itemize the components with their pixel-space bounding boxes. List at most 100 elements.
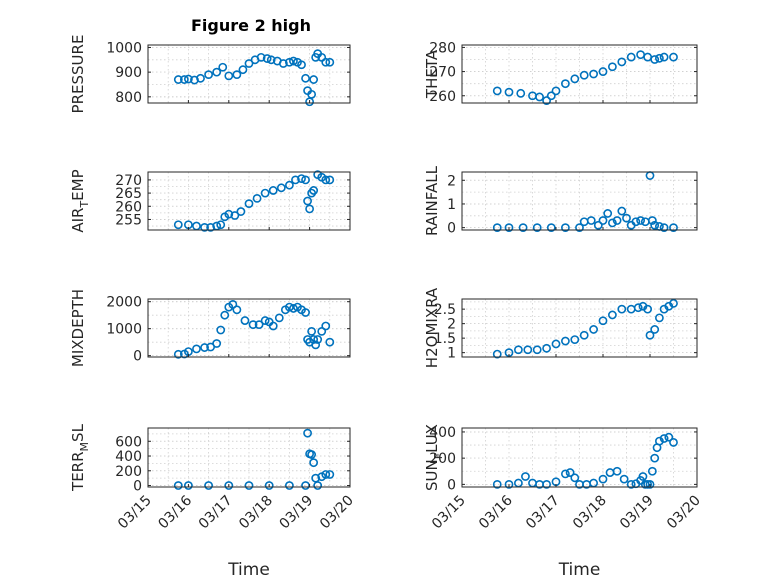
data-point bbox=[561, 336, 570, 346]
data-point bbox=[669, 438, 678, 447]
y-axis-label-part: LUX bbox=[423, 424, 441, 453]
data-point bbox=[669, 223, 678, 233]
y-tick-label: 260 bbox=[429, 89, 456, 105]
y-tick-label: 0 bbox=[447, 477, 456, 493]
data-point bbox=[204, 70, 213, 80]
data-point bbox=[317, 326, 327, 336]
x-tick-label: 03/20 bbox=[317, 493, 357, 533]
y-axis-label-part: F bbox=[432, 453, 445, 459]
subplot-4: 0 1 2 RAINFALL bbox=[423, 165, 698, 237]
x-tick-label: 03/15 bbox=[429, 493, 469, 533]
data-point bbox=[532, 345, 542, 355]
y-tick-label: 600 bbox=[115, 434, 142, 450]
y-tick-label: 1 bbox=[447, 197, 456, 213]
data-point bbox=[313, 335, 323, 344]
data-point bbox=[309, 75, 319, 84]
data-point bbox=[645, 330, 655, 340]
y-tick-label: 1000 bbox=[106, 40, 142, 56]
y-tick-label: 2 bbox=[447, 317, 456, 333]
y-tick-label: 260 bbox=[115, 199, 142, 215]
axes-box bbox=[147, 171, 351, 231]
y-axis-label-part: AIR bbox=[69, 208, 87, 233]
figure-title: Figure 2 high bbox=[191, 16, 311, 35]
y-axis-label-part: SUN bbox=[423, 459, 441, 491]
data-point bbox=[244, 59, 254, 68]
y-tick-label: 2 bbox=[447, 173, 456, 189]
y-axis-label-part: SL bbox=[69, 423, 87, 442]
data-point bbox=[650, 55, 660, 64]
data-point bbox=[244, 481, 254, 490]
data-point bbox=[192, 344, 201, 354]
data-point bbox=[598, 67, 608, 76]
data-point bbox=[212, 67, 222, 77]
subplot-5: 0 1000 2000 MIXDEPTH bbox=[69, 289, 351, 367]
data-point bbox=[608, 62, 617, 72]
data-point bbox=[236, 207, 246, 216]
data-point bbox=[264, 481, 274, 490]
y-tick-label: 255 bbox=[115, 212, 142, 228]
axes-box bbox=[461, 44, 698, 104]
data-point bbox=[598, 316, 608, 326]
y-tick-label: 200 bbox=[429, 451, 456, 467]
data-point bbox=[631, 217, 641, 227]
data-point bbox=[309, 186, 319, 195]
data-point bbox=[173, 75, 183, 84]
data-point bbox=[321, 175, 331, 185]
data-point bbox=[565, 468, 575, 477]
data-point bbox=[650, 453, 660, 463]
axes-box bbox=[147, 44, 351, 104]
data-point bbox=[579, 217, 589, 227]
data-point bbox=[260, 316, 270, 325]
data-point bbox=[240, 316, 250, 325]
data-point bbox=[284, 180, 294, 190]
data-point bbox=[542, 479, 551, 489]
x-axis-label: Time bbox=[227, 560, 270, 580]
data-point bbox=[325, 175, 335, 185]
data-point bbox=[655, 313, 664, 323]
x-tick-label: 03/20 bbox=[664, 493, 704, 533]
data-point bbox=[200, 343, 209, 352]
y-tick-label: 265 bbox=[115, 186, 142, 202]
data-point bbox=[289, 56, 298, 66]
data-point bbox=[307, 89, 317, 99]
data-point bbox=[612, 466, 622, 476]
y-tick-label: 280 bbox=[429, 40, 456, 56]
axes-box bbox=[461, 427, 698, 488]
data-point bbox=[504, 223, 514, 233]
data-point bbox=[284, 302, 294, 312]
data-point bbox=[262, 54, 272, 63]
y-tick-label: 0 bbox=[133, 479, 142, 495]
data-point bbox=[228, 299, 238, 309]
data-point bbox=[220, 310, 230, 320]
data-point bbox=[598, 216, 608, 225]
data-point bbox=[224, 481, 234, 490]
y-tick-label: 270 bbox=[115, 173, 142, 189]
data-point bbox=[586, 216, 596, 225]
data-point bbox=[647, 216, 657, 225]
data-point bbox=[268, 186, 278, 195]
data-point bbox=[589, 478, 598, 488]
data-point bbox=[173, 220, 183, 230]
data-point bbox=[546, 223, 556, 233]
data-point bbox=[173, 481, 183, 490]
x-tick-label: 03/16 bbox=[476, 492, 516, 532]
data-point bbox=[311, 340, 321, 350]
data-point bbox=[542, 343, 551, 353]
data-point bbox=[492, 349, 502, 359]
y-tick-label: 1.5 bbox=[434, 331, 456, 347]
data-point bbox=[321, 321, 331, 331]
data-point bbox=[622, 213, 631, 223]
data-point bbox=[238, 65, 248, 75]
data-point bbox=[518, 223, 528, 233]
data-point bbox=[284, 57, 294, 67]
x-axis-label: Time bbox=[558, 560, 601, 580]
data-point bbox=[183, 481, 193, 490]
data-point bbox=[297, 60, 306, 70]
x-tick-label: 03/16 bbox=[155, 492, 195, 532]
data-point bbox=[617, 206, 627, 216]
data-point bbox=[605, 468, 615, 477]
data-point bbox=[183, 74, 193, 84]
y-axis-label-part: T bbox=[78, 201, 91, 209]
data-point bbox=[492, 223, 502, 233]
